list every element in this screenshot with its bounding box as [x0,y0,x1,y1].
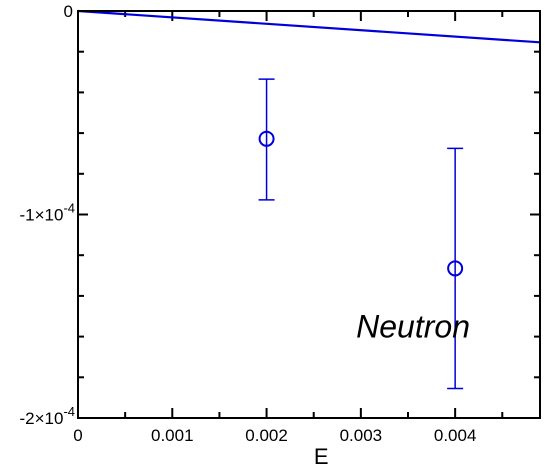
series-layer [77,9,541,390]
axis-ticks [77,10,540,419]
x-tick-label: 0.001 [151,426,194,445]
y-tick-label: -1×10-4 [19,201,75,225]
x-tick-label: 0.002 [245,426,288,445]
y-tick-label: -2×10-4 [19,404,75,428]
y-tick-label: 0 [64,2,73,21]
annotation-neutron: Neutron [356,308,470,344]
y-tick-exponent: -4 [63,201,75,216]
y-tick-exponent: -4 [63,404,75,419]
x-tick-label: 0.003 [340,426,383,445]
x-axis-title: E [314,444,329,468]
plot-area-frame [77,10,541,419]
x-tick-label: 0.004 [434,426,477,445]
series-line [77,9,541,44]
x-tick-label: 0 [73,426,82,445]
tick-labels: 0 0.001 0.002 0.003 0.004 0 -1×10-4 -2×10-4 [19,2,476,445]
data-point [258,130,275,147]
data-point [447,260,464,277]
